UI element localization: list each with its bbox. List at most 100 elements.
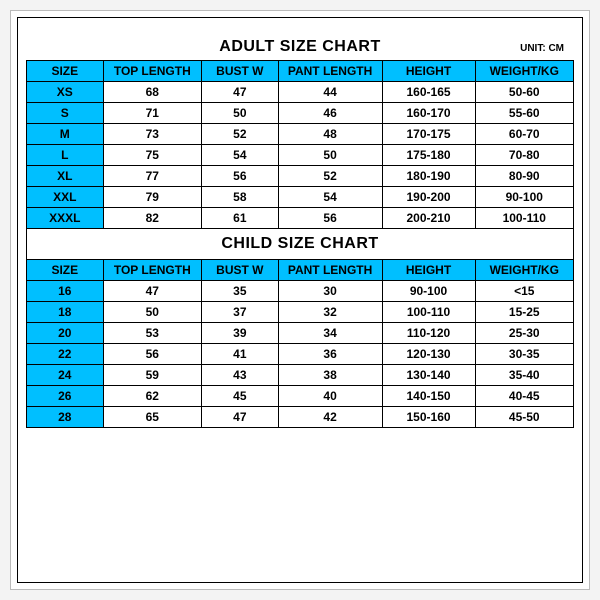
value-cell: 35	[202, 281, 279, 302]
value-cell: 38	[278, 365, 382, 386]
value-cell: 44	[278, 82, 382, 103]
value-cell: 47	[202, 407, 279, 428]
value-cell: 175-180	[382, 145, 475, 166]
value-cell: 130-140	[382, 365, 475, 386]
value-cell: 55-60	[475, 103, 573, 124]
value-cell: 60-70	[475, 124, 573, 145]
header-row: SIZETOP LENGTHBUST WPANT LENGTHHEIGHTWEI…	[27, 260, 574, 281]
value-cell: 48	[278, 124, 382, 145]
table-row: M735248170-17560-70	[27, 124, 574, 145]
size-cell: 18	[27, 302, 104, 323]
value-cell: 41	[202, 344, 279, 365]
col-header: SIZE	[27, 260, 104, 281]
value-cell: 50	[278, 145, 382, 166]
col-header: WEIGHT/KG	[475, 61, 573, 82]
chart-frame: ADULT SIZE CHART UNIT: CM SIZETOP LENGTH…	[17, 17, 583, 583]
size-cell: 26	[27, 386, 104, 407]
size-cell: XS	[27, 82, 104, 103]
table-row: 18503732100-11015-25	[27, 302, 574, 323]
table-row: XL775652180-19080-90	[27, 166, 574, 187]
table-row: 1647353090-100<15	[27, 281, 574, 302]
value-cell: 59	[103, 365, 201, 386]
child-title-row: CHILD SIZE CHART	[27, 229, 574, 260]
table-row: 28654742150-16045-50	[27, 407, 574, 428]
value-cell: 34	[278, 323, 382, 344]
value-cell: 54	[202, 145, 279, 166]
value-cell: 58	[202, 187, 279, 208]
size-cell: 16	[27, 281, 104, 302]
value-cell: 70-80	[475, 145, 573, 166]
value-cell: 40	[278, 386, 382, 407]
size-table: SIZETOP LENGTHBUST WPANT LENGTHHEIGHTWEI…	[26, 60, 574, 428]
value-cell: 77	[103, 166, 201, 187]
value-cell: 120-130	[382, 344, 475, 365]
header-row: SIZETOP LENGTHBUST WPANT LENGTHHEIGHTWEI…	[27, 61, 574, 82]
value-cell: 160-170	[382, 103, 475, 124]
size-cell: XXL	[27, 187, 104, 208]
col-header: HEIGHT	[382, 61, 475, 82]
value-cell: 50	[202, 103, 279, 124]
value-cell: 36	[278, 344, 382, 365]
col-header: PANT LENGTH	[278, 61, 382, 82]
value-cell: 73	[103, 124, 201, 145]
value-cell: 79	[103, 187, 201, 208]
value-cell: 54	[278, 187, 382, 208]
value-cell: 160-165	[382, 82, 475, 103]
value-cell: 61	[202, 208, 279, 229]
value-cell: 45	[202, 386, 279, 407]
col-header: BUST W	[202, 61, 279, 82]
value-cell: 75	[103, 145, 201, 166]
col-header: SIZE	[27, 61, 104, 82]
value-cell: 68	[103, 82, 201, 103]
table-row: XXXL826156200-210100-110	[27, 208, 574, 229]
col-header: WEIGHT/KG	[475, 260, 573, 281]
value-cell: 47	[202, 82, 279, 103]
value-cell: 47	[103, 281, 201, 302]
size-cell: XL	[27, 166, 104, 187]
value-cell: 40-45	[475, 386, 573, 407]
value-cell: 46	[278, 103, 382, 124]
value-cell: 82	[103, 208, 201, 229]
value-cell: 65	[103, 407, 201, 428]
col-header: HEIGHT	[382, 260, 475, 281]
size-cell: M	[27, 124, 104, 145]
value-cell: 53	[103, 323, 201, 344]
value-cell: 150-160	[382, 407, 475, 428]
value-cell: 42	[278, 407, 382, 428]
adult-title-row: ADULT SIZE CHART UNIT: CM	[26, 28, 574, 56]
value-cell: 30	[278, 281, 382, 302]
col-header: TOP LENGTH	[103, 260, 201, 281]
size-cell: 20	[27, 323, 104, 344]
col-header: BUST W	[202, 260, 279, 281]
table-row: XS684744160-16550-60	[27, 82, 574, 103]
size-cell: L	[27, 145, 104, 166]
size-cell: 24	[27, 365, 104, 386]
value-cell: 190-200	[382, 187, 475, 208]
value-cell: 90-100	[382, 281, 475, 302]
value-cell: 100-110	[382, 302, 475, 323]
value-cell: <15	[475, 281, 573, 302]
size-cell: S	[27, 103, 104, 124]
value-cell: 25-30	[475, 323, 573, 344]
table-row: S715046160-17055-60	[27, 103, 574, 124]
size-cell: 22	[27, 344, 104, 365]
value-cell: 56	[103, 344, 201, 365]
value-cell: 43	[202, 365, 279, 386]
value-cell: 100-110	[475, 208, 573, 229]
value-cell: 37	[202, 302, 279, 323]
value-cell: 140-150	[382, 386, 475, 407]
value-cell: 56	[202, 166, 279, 187]
value-cell: 32	[278, 302, 382, 323]
value-cell: 170-175	[382, 124, 475, 145]
value-cell: 52	[278, 166, 382, 187]
table-row: 26624540140-15040-45	[27, 386, 574, 407]
size-cell: 28	[27, 407, 104, 428]
value-cell: 71	[103, 103, 201, 124]
value-cell: 35-40	[475, 365, 573, 386]
value-cell: 90-100	[475, 187, 573, 208]
value-cell: 50-60	[475, 82, 573, 103]
value-cell: 15-25	[475, 302, 573, 323]
value-cell: 110-120	[382, 323, 475, 344]
col-header: PANT LENGTH	[278, 260, 382, 281]
value-cell: 56	[278, 208, 382, 229]
